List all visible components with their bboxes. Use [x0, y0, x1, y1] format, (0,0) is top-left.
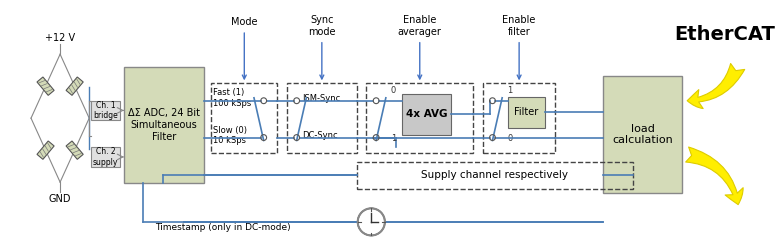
Bar	[66, 77, 83, 95]
Text: EtherCAT: EtherCAT	[675, 25, 775, 44]
Point	[0, 245, 9, 247]
Point	[2, 239, 12, 242]
Text: +12 V: +12 V	[45, 33, 75, 42]
FancyArrowPatch shape	[687, 63, 745, 109]
Line: 2 pts: 2 pts	[44, 86, 50, 89]
Text: DC-Sync: DC-Sync	[303, 131, 338, 140]
Point	[0, 245, 2, 247]
Text: Filter: Filter	[514, 107, 538, 117]
Text: Supply channel respectively: Supply channel respectively	[421, 170, 569, 180]
Point	[0, 239, 4, 242]
Point	[0, 239, 8, 242]
Point	[0, 239, 4, 242]
Point	[0, 245, 9, 247]
Text: 1: 1	[391, 134, 396, 144]
Text: Slow (0)
10 kSps: Slow (0) 10 kSps	[213, 126, 247, 145]
Text: Fast (1)
100 kSps: Fast (1) 100 kSps	[213, 88, 251, 107]
Point	[0, 245, 5, 247]
Point	[2, 239, 12, 242]
Text: GND: GND	[49, 194, 71, 204]
Bar	[66, 141, 83, 159]
Text: 0: 0	[507, 134, 512, 144]
Point	[2, 239, 12, 242]
Line: 2 pts: 2 pts	[68, 144, 74, 147]
Bar	[37, 141, 54, 159]
Point	[0, 239, 8, 242]
Line: 2 pts: 2 pts	[72, 85, 75, 90]
Circle shape	[358, 208, 385, 235]
Point	[0, 245, 2, 247]
Point	[0, 245, 5, 247]
Line: 2 pts: 2 pts	[69, 88, 73, 93]
Line: 2 pts: 2 pts	[76, 79, 80, 84]
Line: 2 pts: 2 pts	[74, 82, 77, 87]
Text: Sync
mode: Sync mode	[308, 15, 335, 79]
Text: 1: 1	[507, 86, 512, 95]
Point	[2, 239, 12, 242]
Text: Enable
filter: Enable filter	[502, 15, 536, 79]
Text: 0: 0	[391, 86, 396, 95]
Line: 2 pts: 2 pts	[70, 147, 76, 150]
Line: 2 pts: 2 pts	[39, 81, 44, 83]
FancyBboxPatch shape	[508, 97, 544, 128]
Point	[0, 245, 5, 247]
FancyBboxPatch shape	[91, 147, 120, 167]
Point	[0, 239, 4, 242]
Line: 2 pts: 2 pts	[41, 83, 47, 86]
FancyBboxPatch shape	[402, 94, 451, 135]
FancyBboxPatch shape	[124, 67, 204, 183]
Text: load
calculation: load calculation	[612, 124, 673, 145]
Point	[0, 239, 8, 242]
Line: 2 pts: 2 pts	[45, 146, 48, 151]
Text: Ch. 2
supply: Ch. 2 supply	[93, 147, 119, 167]
Line: 2 pts: 2 pts	[47, 89, 52, 92]
Bar	[37, 77, 54, 95]
Text: Timestamp (only in DC-mode): Timestamp (only in DC-mode)	[155, 223, 291, 232]
Point	[0, 245, 9, 247]
Text: ISM-Sync: ISM-Sync	[303, 94, 341, 103]
Text: Ch. 1
bridge: Ch. 1 bridge	[94, 101, 118, 120]
Text: 4x AVG: 4x AVG	[406, 109, 447, 119]
Line: 2 pts: 2 pts	[43, 149, 46, 154]
Text: Mode: Mode	[231, 17, 257, 79]
FancyBboxPatch shape	[91, 101, 120, 120]
Line: 2 pts: 2 pts	[73, 150, 79, 153]
Line: 2 pts: 2 pts	[48, 143, 51, 148]
Line: 2 pts: 2 pts	[41, 152, 44, 157]
Point	[0, 245, 2, 247]
Point	[0, 245, 2, 247]
FancyBboxPatch shape	[603, 77, 682, 193]
Point	[0, 245, 9, 247]
Text: ΔΣ ADC, 24 Bit
Simultaneous
Filter: ΔΣ ADC, 24 Bit Simultaneous Filter	[128, 108, 200, 142]
Point	[0, 245, 5, 247]
FancyArrowPatch shape	[686, 147, 743, 205]
Point	[0, 239, 8, 242]
Text: Enable
averager: Enable averager	[398, 15, 441, 79]
Point	[0, 239, 4, 242]
Line: 2 pts: 2 pts	[76, 153, 81, 156]
